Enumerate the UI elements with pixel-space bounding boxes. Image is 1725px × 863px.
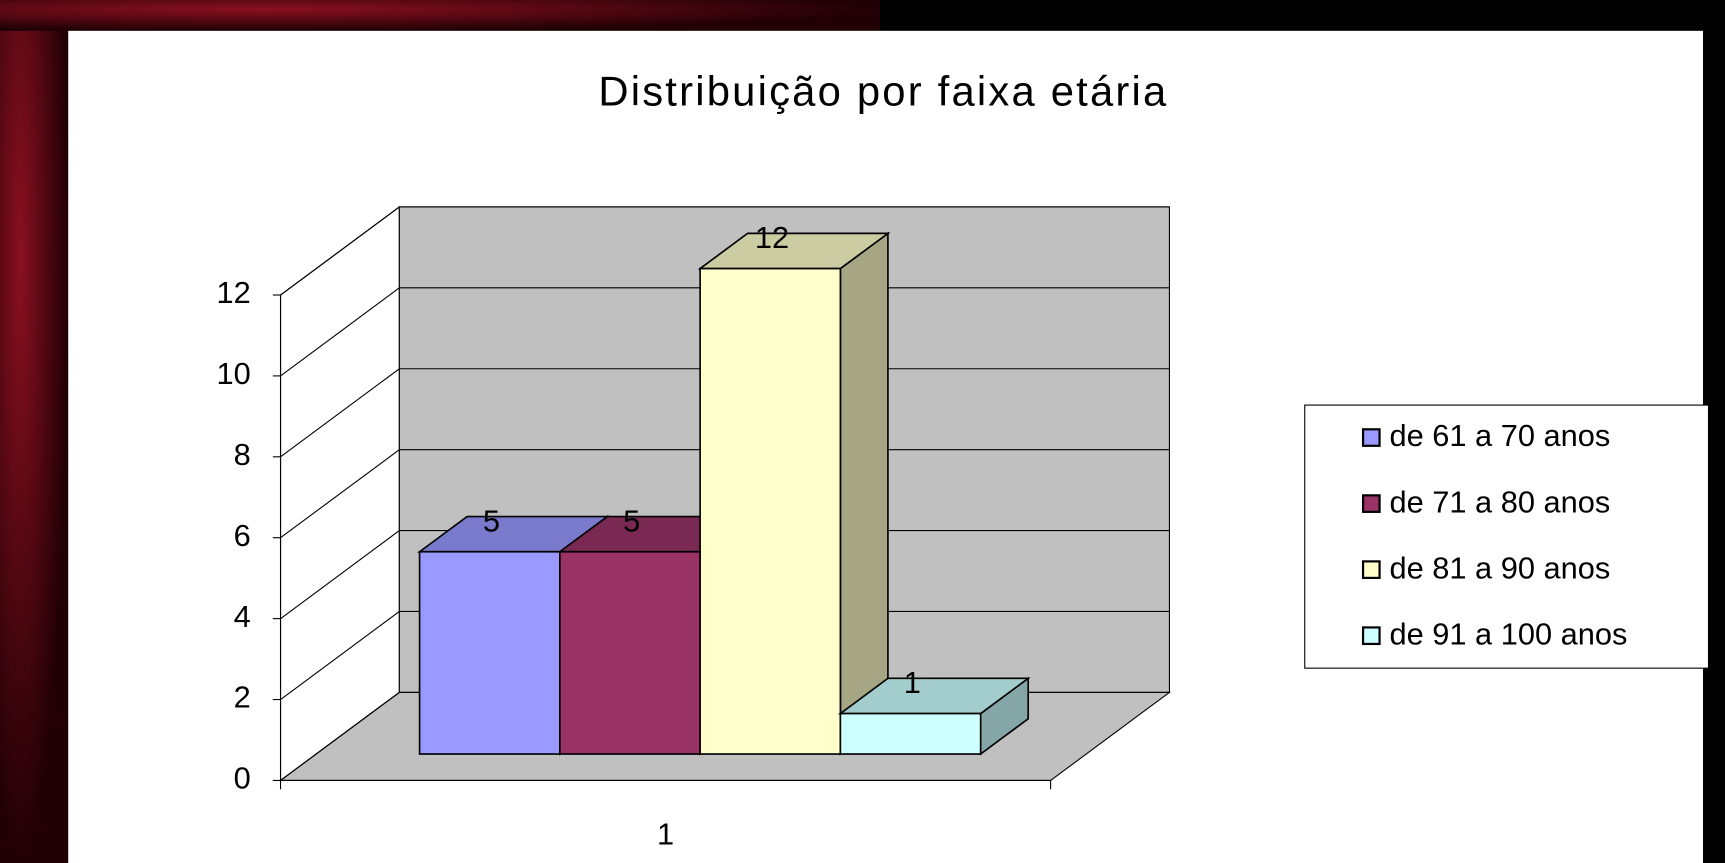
data-label: 5 <box>623 503 640 538</box>
legend-label: de 71 a 80 anos <box>1389 484 1610 519</box>
legend-swatch <box>1361 428 1381 447</box>
legend-swatch <box>1361 560 1381 580</box>
grid-line <box>280 368 1170 458</box>
legend-label: de 81 a 90 anos <box>1389 550 1610 585</box>
bar <box>699 267 842 755</box>
legend-label: de 91 a 100 anos <box>1389 616 1627 651</box>
bar <box>839 712 982 755</box>
grid-line <box>280 610 1170 700</box>
grid-line <box>280 206 1170 296</box>
y-tick-label: 6 <box>234 518 251 553</box>
legend-swatch <box>1361 626 1381 646</box>
grid-line <box>280 449 1170 539</box>
grid-line <box>280 287 1170 377</box>
y-tick-label: 4 <box>234 599 251 634</box>
y-tick-label: 10 <box>217 356 251 391</box>
y-tick-label: 12 <box>217 275 251 310</box>
bar <box>559 550 701 755</box>
grid-line <box>280 530 1170 620</box>
bar-side <box>839 231 889 756</box>
legend <box>1304 404 1710 669</box>
data-label: 5 <box>483 503 500 538</box>
data-label: 12 <box>755 220 789 255</box>
data-label: 1 <box>904 665 921 700</box>
background-image <box>0 0 881 31</box>
legend-items: de 61 a 70 anos de 71 a 80 anos de 81 a 90… <box>1361 418 1627 651</box>
y-tick-label: 8 <box>234 437 251 472</box>
chart-title: Distribuição por faixa etária <box>598 68 1168 115</box>
bar <box>418 550 561 755</box>
x-tick-label: 1 <box>657 817 674 852</box>
y-tick-label: 0 <box>234 761 251 796</box>
y-tick-label: 2 <box>234 680 251 715</box>
plot-area: 0 2 4 6 8 10 12 5 5 12 1 1 <box>217 205 1172 852</box>
legend-swatch <box>1361 494 1381 513</box>
background-image <box>0 0 69 863</box>
legend-label: de 61 a 70 anos <box>1389 418 1610 453</box>
